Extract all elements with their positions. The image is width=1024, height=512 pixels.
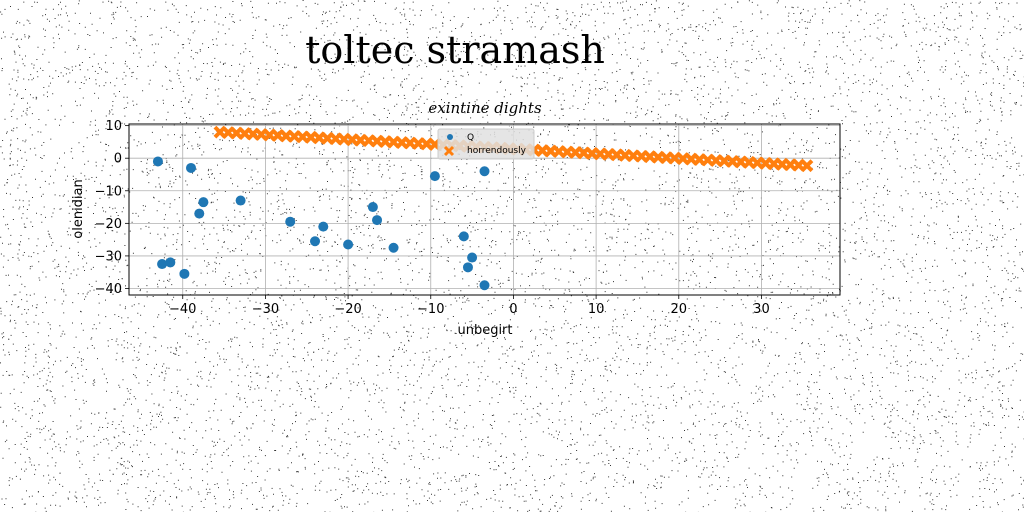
point-q [388,242,399,253]
legend-label-horrendously: horrendously [467,146,527,156]
legend-marker-q [447,134,453,140]
axis-ticks: −40 −30 −20 −10 0 10 20 30 10 0 −10 −20 −30 −40 [95,119,770,317]
y-tick-label: 10 [105,119,122,134]
point-q [462,262,473,273]
x-tick-label: 10 [588,302,605,317]
y-axis-label: olenidian [71,179,86,238]
point-q [367,202,378,213]
point-q [479,166,490,177]
plot-frame [128,123,841,296]
axes-title: exintine dights [428,99,542,117]
point-horrendously [800,159,814,173]
point-q [458,231,469,242]
x-tick-label: 0 [509,302,517,317]
point-q [179,268,190,279]
y-tick-label: −20 [95,217,122,232]
y-tick-label: −10 [95,184,122,199]
legend-label-q: Q [467,133,474,143]
x-tick-label: 30 [753,302,770,317]
legend-box [437,128,535,160]
y-tick-label: −40 [95,282,122,297]
point-q [235,195,246,206]
point-q [186,162,197,173]
point-q [310,236,321,247]
x-tick-label: −40 [169,302,196,317]
x-tick-label: −20 [334,302,361,317]
point-q [467,252,478,263]
point-q [152,156,163,167]
x-axis-label: unbegirt [457,323,512,338]
x-tick-label: 20 [671,302,688,317]
figure-title: toltec stramash [305,28,605,72]
x-tick-label: −30 [252,302,279,317]
x-tick-label: −10 [417,302,444,317]
point-q [165,257,176,268]
legend-marker-horrendously [443,145,455,157]
point-q [372,215,383,226]
point-q [285,216,296,227]
point-q [194,208,205,219]
point-q [479,280,490,291]
point-q [343,239,354,250]
y-tick-label: 0 [114,152,122,167]
point-q [198,197,209,208]
point-q [318,221,329,232]
point-q [429,171,440,182]
y-tick-label: −30 [95,249,122,264]
legend: Q horrendously [437,128,535,160]
point-q [157,259,168,270]
